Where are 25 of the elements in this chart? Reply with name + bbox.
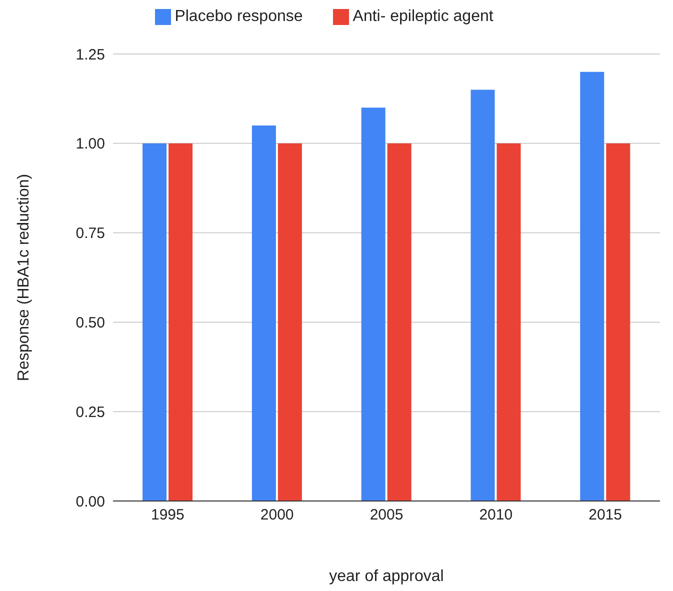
x-axis-title: year of approval	[329, 568, 444, 585]
x-tick-label: 2010	[479, 506, 513, 524]
bar	[387, 143, 412, 501]
x-tick-label: 2000	[260, 506, 294, 524]
y-tick-label: 1.25	[76, 46, 105, 64]
y-tick-label: 1.00	[76, 136, 105, 153]
x-tick-label: 1995	[151, 506, 184, 524]
bar	[252, 126, 276, 501]
bar	[580, 72, 604, 501]
y-tick-label: 0.25	[76, 404, 105, 421]
y-tick-label: 0.00	[76, 493, 105, 510]
bar	[168, 143, 193, 501]
x-tick-label: 2015	[588, 506, 622, 524]
legend-label: Anti- epileptic agent	[352, 8, 494, 25]
y-tick-label: 0.75	[76, 225, 105, 242]
y-tick-label: 0.50	[76, 314, 105, 332]
legend-label: Placebo response	[174, 8, 303, 25]
bar	[361, 108, 386, 501]
bar	[470, 90, 495, 501]
bar	[278, 143, 302, 501]
y-axis-title: Response (HBA1c reduction)	[16, 174, 33, 382]
bar	[142, 143, 167, 501]
bar	[496, 143, 521, 501]
x-tick-label: 2005	[370, 506, 404, 524]
bar	[606, 143, 630, 501]
